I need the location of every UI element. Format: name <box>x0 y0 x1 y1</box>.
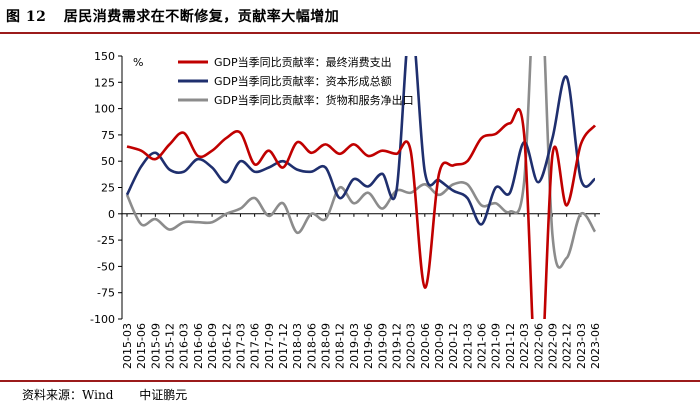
legend-label: GDP当季同比贡献率：货物和服务净出口 <box>214 93 414 107</box>
x-tick-label: 2017-03 <box>234 323 247 369</box>
y-tick-label: -50 <box>97 260 115 273</box>
y-tick-label: 75 <box>101 129 115 142</box>
x-tick-label: 2016-06 <box>192 323 205 369</box>
x-tick-label: 2015-06 <box>135 323 148 369</box>
x-tick-label: 2021-03 <box>461 323 474 369</box>
y-tick-label: 25 <box>101 182 115 195</box>
y-tick-label: 125 <box>94 76 115 89</box>
x-tick-label: 2016-09 <box>206 323 219 369</box>
figure-header: 图 12 居民消费需求在不断修复，贡献率大幅增加 <box>6 6 339 26</box>
x-tick-label: 2021-12 <box>504 323 517 369</box>
y-tick-label: -75 <box>97 287 115 300</box>
x-tick-label: 2022-12 <box>561 323 574 369</box>
x-tick-label: 2020-12 <box>447 323 460 369</box>
x-tick-label: 2015-09 <box>149 323 162 369</box>
x-tick-label: 2022-09 <box>546 323 559 369</box>
x-tick-label: 2018-12 <box>334 323 347 369</box>
y-tick-label: 150 <box>94 50 115 63</box>
y-unit-label: % <box>133 56 143 69</box>
x-tick-label: 2016-12 <box>220 323 233 369</box>
x-tick-label: 2019-06 <box>362 323 375 369</box>
x-tick-label: 2017-09 <box>263 323 276 369</box>
series-line-2 <box>125 56 596 226</box>
x-tick-label: 2019-09 <box>376 323 389 369</box>
x-tick-label: 2019-12 <box>390 323 403 369</box>
x-tick-label: 2019-03 <box>348 323 361 369</box>
x-tick-label: 2021-09 <box>490 323 503 369</box>
x-tick-label: 2016-03 <box>178 323 191 369</box>
y-tick-label: 50 <box>101 155 115 168</box>
x-tick-label: 2020-09 <box>433 323 446 369</box>
x-tick-label: 2015-12 <box>164 323 177 369</box>
x-tick-label: 2017-06 <box>249 323 262 369</box>
x-tick-label: 2021-06 <box>476 323 489 369</box>
series-line-3 <box>125 56 597 269</box>
x-tick-label: 2023-03 <box>575 323 588 369</box>
x-tick-label: 2020-03 <box>405 323 418 369</box>
x-tick-label: 2022-06 <box>532 323 545 369</box>
legend-label: GDP当季同比贡献率：最终消费支出 <box>214 55 392 69</box>
x-tick-label: 2015-03 <box>121 323 134 369</box>
x-tick-label: 2018-09 <box>320 323 333 369</box>
y-tick-label: 0 <box>108 208 115 221</box>
source-label: 资料来源：Wind <box>22 388 114 402</box>
figure-number: 图 12 <box>6 9 47 25</box>
figure-title: 居民消费需求在不断修复，贡献率大幅增加 <box>63 9 340 25</box>
y-tick-label: -100 <box>90 313 115 326</box>
x-tick-label: 2022-03 <box>518 323 531 369</box>
footer-rule <box>0 380 700 382</box>
series-line-1 <box>126 107 597 319</box>
y-tick-label: -25 <box>97 234 115 247</box>
y-tick-label: 100 <box>94 103 115 116</box>
x-tick-label: 2017-12 <box>277 323 290 369</box>
x-tick-label: 2023-06 <box>589 323 602 369</box>
x-tick-label: 2020-06 <box>419 323 432 369</box>
x-tick-label: 2018-03 <box>291 323 304 369</box>
source-org: 中证鹏元 <box>139 388 188 402</box>
header-rule <box>0 32 700 34</box>
x-tick-label: 2018-06 <box>305 323 318 369</box>
legend-label: GDP当季同比贡献率：资本形成总额 <box>214 74 392 88</box>
source-note: 资料来源：Wind 中证鹏元 <box>22 386 209 403</box>
